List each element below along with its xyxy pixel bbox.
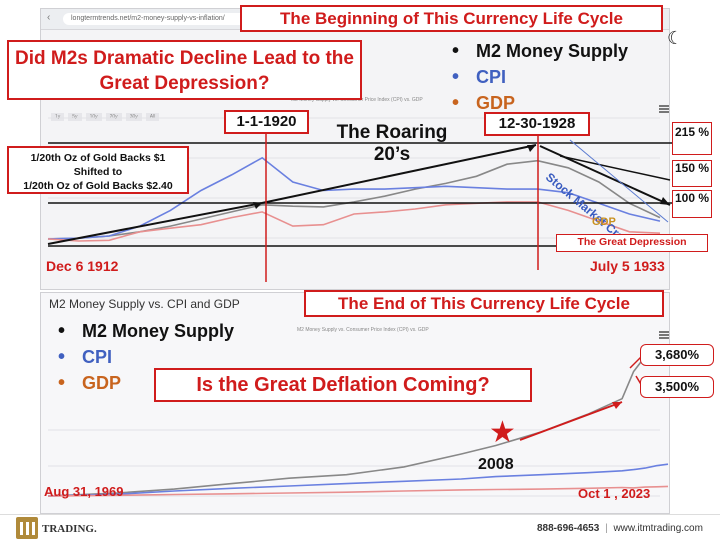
pct-150-text: 150 % [674,161,710,175]
arrowhead [253,202,262,209]
time-button[interactable]: 5y [68,113,82,121]
time-button[interactable]: 20y [105,113,122,121]
brand-name: TRADING. [42,523,97,535]
legend-item: • M2 Money Supply [452,38,628,64]
title-end-cycle: The End of This Currency Life Cycle [304,290,664,317]
website-link[interactable]: www.itmtrading.com [613,523,703,534]
legend-item: • GDP [452,90,628,116]
series-line-gdp [47,201,661,242]
fall-arrow [559,155,671,181]
legend-label: M2 Money Supply [476,40,629,61]
legend-top: • M2 Money Supply • CPI • GDP [452,38,628,116]
end-date-bottom: Oct 1 , 2023 [578,486,651,501]
gold-line: 1/20th Oz of Gold Backs $2.40 [23,180,173,192]
legend-label: GDP [476,92,516,113]
pct-215-label: 215 % [672,122,712,155]
bullet-icon: • [58,345,66,368]
legend-item: • GDP [58,370,234,396]
bottom-chart [47,355,669,497]
time-button[interactable]: 30y [125,113,142,121]
roaring-20s-label: The Roaring 20’s [330,122,454,166]
bullet-icon: • [58,319,66,342]
question-bottom: Is the Great Deflation Coming? [154,368,532,402]
series-line-gdp [47,485,669,497]
roaring-line: The Roaring [336,122,448,143]
gold-line: Shifted to [73,166,123,178]
chart-menu-icon[interactable] [659,331,669,339]
legend-label: M2 Money Supply [82,320,235,341]
question-top-text: Did M2s Dramatic Decline Lead to the Gre… [15,48,354,94]
series-line-cpi [47,156,661,240]
back-icon[interactable]: ‹ [47,12,51,23]
bullet-icon: • [452,91,460,114]
pct-3500-label: 3,500% [640,376,714,398]
gold-line: 1/20th Oz of Gold Backs $1 [30,152,166,164]
phone-number[interactable]: 888-696-4653 [537,523,600,534]
question-top: Did M2s Dramatic Decline Lead to the Gre… [7,40,362,100]
arrowhead [612,402,622,409]
crash-direction-line [569,139,669,223]
contact-info: 888-696-4653 | www.itmtrading.com [537,523,703,534]
pct-215-text: 215 % [674,125,710,139]
pct-150-label: 150 % [672,160,712,187]
time-button[interactable]: All [145,113,160,121]
end-date-top: July 5 1933 [590,258,665,274]
chart-subtitle: M2 Money Supply vs. Consumer Price Index… [291,97,423,103]
pct-3680-label: 3,680% [640,344,714,366]
gdp-curve-label: GDP [592,216,616,228]
series-line-cpi [47,463,669,497]
legend-label: CPI [82,346,113,367]
start-date-bottom: Aug 31, 1969 [44,484,124,499]
arrowhead [527,145,536,152]
trend-arrow-2 [261,144,537,204]
legend-item: • CPI [58,344,234,370]
logo-icon [16,517,38,539]
moon-icon: ☾ [667,28,684,48]
star-icon: ★ [489,416,516,449]
bullet-icon: • [58,371,66,394]
legend-item: • CPI [452,64,628,90]
footer: TRADING. 888-696-4653 | www.itmtrading.c… [0,514,720,541]
roaring-line: 20’s [373,144,411,165]
year-2008-label: 2008 [478,456,514,473]
rise-arrow [519,401,623,441]
great-depression-label: The Great Depression [556,234,708,252]
gold-backing-note: 1/20th Oz of Gold Backs $1 Shifted to 1/… [7,146,189,194]
separator: | [605,523,608,534]
chart-subtitle: M2 Money Supply vs. Consumer Price Index… [297,327,429,333]
legend-bottom: • M2 Money Supply • CPI • GDP [58,318,234,396]
legend-label: CPI [476,66,507,87]
pct-100-text: 100 % [674,191,710,205]
bullet-icon: • [452,39,460,62]
chart-menu-icon[interactable] [659,105,669,113]
bottom-chart-panel: M2 Money Supply vs. CPI and GDP M2 Money… [40,292,670,514]
arrowhead [660,197,670,205]
title-beginning-cycle: The Beginning of This Currency Life Cycl… [240,5,663,32]
time-button[interactable]: 1y [51,113,65,121]
pct-100-label: 100 % [672,190,712,218]
legend-label: GDP [82,372,122,393]
date-1920-label: 1-1-1920 [224,110,309,134]
series-line-m2-money-supply [47,355,669,497]
trend-arrow-1 [47,202,263,245]
time-range-buttons: 1y 5y 10y 20y 30y All [51,113,160,121]
time-button[interactable]: 10y [85,113,102,121]
start-date-top: Dec 6 1912 [46,258,119,274]
chart-title: M2 Money Supply vs. CPI and GDP [49,297,240,311]
bullet-icon: • [452,65,460,88]
date-1928-label: 12-30-1928 [484,112,590,136]
legend-item: • M2 Money Supply [58,318,234,344]
